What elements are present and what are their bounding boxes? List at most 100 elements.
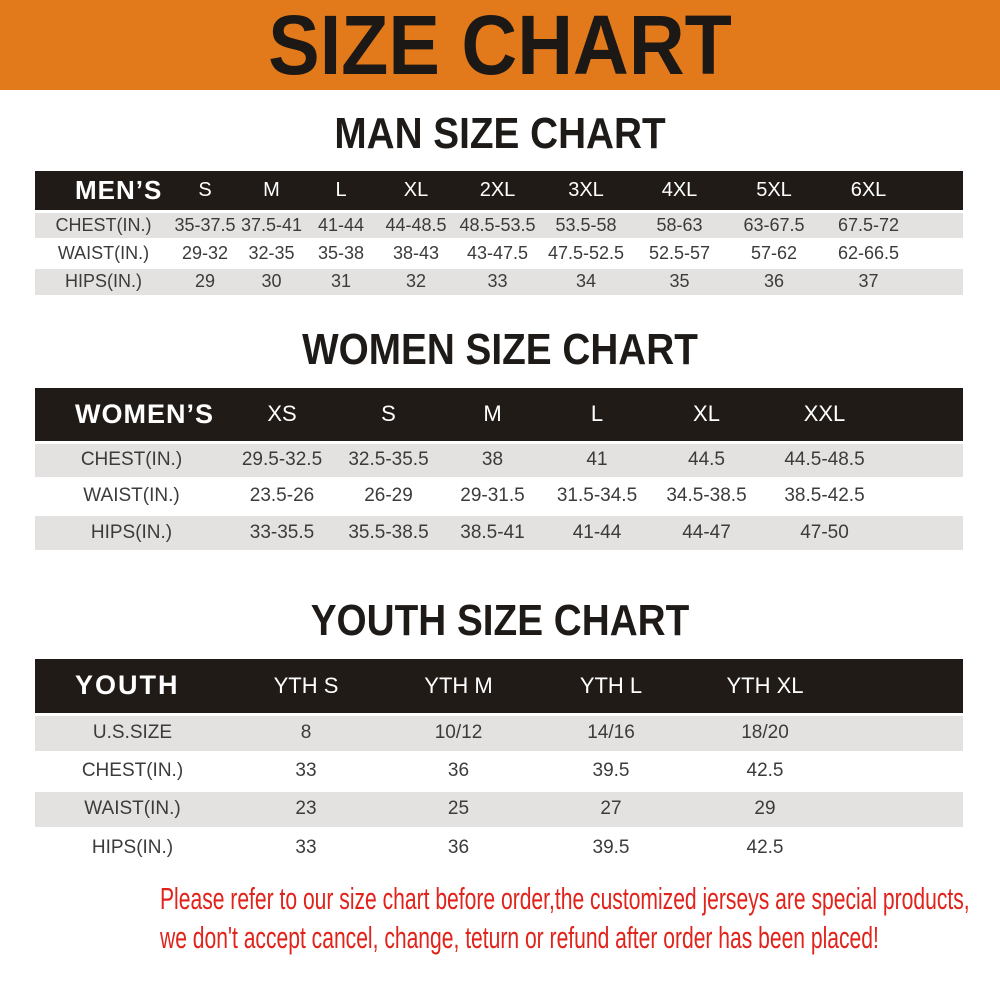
youth-size-section: YOUTH SIZE CHART YOUTH YTH S YTH M YTH L YTH…: [0, 599, 1000, 866]
banner-title: SIZE CHART: [268, 0, 732, 92]
measurement-value: 34.5-38.5: [666, 485, 747, 506]
filler-cell: [886, 514, 963, 550]
women-size-section: WOMEN SIZE CHART WOMEN’S XS S M L XL XXL CHEST(…: [0, 328, 1000, 550]
row-label: U.S.SIZE: [92, 722, 173, 743]
filler-cell: [916, 211, 963, 239]
size-column-header: XL: [403, 178, 429, 201]
measurement-value: 23.5-26: [249, 485, 315, 506]
size-column-header: 2XL: [479, 178, 516, 201]
measurement-value: 47-50: [800, 521, 849, 543]
measurement-value: 41: [586, 449, 608, 470]
measurement-value: 44-48.5: [385, 214, 447, 235]
measurement-value: 27: [600, 798, 622, 819]
measurement-value: 34: [575, 271, 597, 292]
measurement-value: 29-32: [181, 242, 229, 263]
men-size-table: MEN’S S M L XL 2XL 3XL 4XL 5XL 6XL CHEST(IN.) 35-37…: [35, 171, 963, 295]
measurement-value: 39.5: [592, 760, 630, 781]
filler-cell: [916, 239, 963, 267]
table-header-label: WOMEN’S: [75, 398, 214, 429]
size-column-header: YTH S: [273, 672, 339, 698]
measurement-value: 44.5-48.5: [784, 449, 865, 470]
size-column-header: S: [381, 401, 396, 427]
filler-cell: [843, 752, 963, 790]
table-header-label: YOUTH: [75, 670, 180, 701]
measurement-value: 42.5: [746, 836, 784, 858]
size-column-header: XL: [693, 401, 720, 427]
measurement-value: 23: [295, 798, 317, 819]
filler-cell: [843, 659, 963, 714]
row-label: WAIST(IN.): [84, 798, 181, 819]
measurement-value: 29.5-32.5: [241, 449, 323, 470]
filler-cell: [916, 267, 963, 295]
size-column-header: M: [263, 178, 280, 201]
measurement-row: CHEST(IN.) 29.5-32.5 32.5-35.5 38 41 44.5 44.5…: [35, 442, 963, 478]
notice-line-2: we don't accept cancel, change, teturn o…: [160, 920, 879, 955]
measurement-value: 32: [405, 271, 427, 292]
measurement-value: 25: [447, 798, 470, 819]
measurement-value: 33-35.5: [249, 521, 315, 543]
youth-size-table: YOUTH YTH S YTH M YTH L YTH XL U.S.SIZE 8 10/12…: [35, 659, 963, 866]
measurement-value: 29-31.5: [460, 485, 525, 506]
row-label: HIPS(IN.): [91, 836, 174, 858]
man-size-heading: MAN SIZE CHART: [334, 109, 666, 158]
row-label: CHEST(IN.): [55, 214, 152, 235]
size-column-header: YTH L: [579, 672, 643, 698]
measurement-value: 29: [194, 271, 216, 292]
size-column-header: 4XL: [661, 178, 698, 201]
measurement-value: 8: [300, 722, 312, 743]
banner: SIZE CHART: [0, 0, 1000, 90]
measurement-value: 48.5-53.5: [459, 214, 536, 235]
size-column-header: 5XL: [756, 178, 792, 201]
row-label: WAIST(IN.): [83, 485, 180, 506]
measurement-value: 18/20: [741, 722, 789, 743]
measurement-value: 35-38: [317, 242, 365, 263]
measurement-value: 57-62: [750, 242, 798, 263]
size-column-header: L: [590, 401, 604, 427]
measurement-value: 30: [261, 271, 282, 292]
measurement-value: 41-44: [317, 214, 365, 235]
measurement-row: U.S.SIZE 8 10/12 14/16 18/20: [35, 714, 963, 752]
size-column-header: XS: [267, 401, 297, 427]
measurement-value: 62-66.5: [837, 242, 900, 263]
notice-line-1: Please refer to our size chart before or…: [160, 881, 970, 916]
measurement-value: 37.5-41: [240, 214, 303, 235]
measurement-value: 32-35: [248, 242, 295, 263]
row-label: HIPS(IN.): [64, 271, 142, 292]
measurement-row: CHEST(IN.) 33 36 39.5 42.5: [35, 752, 963, 790]
table-header-row: MEN’S S M L XL 2XL 3XL 4XL 5XL 6XL: [35, 171, 963, 211]
size-column-header: XXL: [803, 401, 846, 427]
measurement-value: 38.5-42.5: [784, 485, 865, 506]
filler-cell: [843, 790, 963, 828]
measurement-value: 44.5: [688, 449, 725, 470]
table-header-label: MEN’S: [75, 174, 163, 205]
row-label: CHEST(IN.): [80, 449, 183, 470]
size-column-header: 3XL: [568, 178, 604, 201]
measurement-value: 53.5-58: [555, 214, 617, 235]
measurement-value: 32.5-35.5: [348, 449, 429, 470]
filler-cell: [916, 171, 963, 211]
size-column-header: YTH XL: [726, 672, 804, 698]
measurement-value: 31.5-34.5: [556, 485, 638, 506]
filler-cell: [886, 478, 963, 514]
women-size-heading: WOMEN SIZE CHART: [302, 325, 698, 374]
measurement-value: 52.5-57: [648, 242, 711, 263]
size-column-header: L: [335, 178, 347, 201]
filler-cell: [843, 828, 963, 866]
measurement-row: HIPS(IN.) 33 36 39.5 42.5: [35, 828, 963, 866]
measurement-value: 36: [447, 760, 470, 781]
measurement-value: 38: [481, 449, 504, 470]
table-header-row: WOMEN’S XS S M L XL XXL: [35, 388, 963, 442]
row-label: WAIST(IN.): [57, 242, 150, 263]
man-size-section: MAN SIZE CHART MEN’S S M L XL 2XL 3XL 4XL 5XL 6XL…: [0, 112, 1000, 295]
measurement-value: 29: [754, 798, 776, 819]
row-label: HIPS(IN.): [90, 521, 173, 543]
filler-cell: [886, 388, 963, 442]
filler-cell: [886, 442, 963, 478]
measurement-value: 33: [295, 836, 317, 858]
measurement-value: 47.5-52.5: [547, 242, 625, 263]
women-size-table: WOMEN’S XS S M L XL XXL CHEST(IN.) 29.5-32.5 32.5…: [35, 388, 963, 550]
measurement-value: 10/12: [434, 722, 483, 743]
measurement-value: 36: [763, 271, 785, 292]
measurement-value: 42.5: [746, 760, 784, 781]
